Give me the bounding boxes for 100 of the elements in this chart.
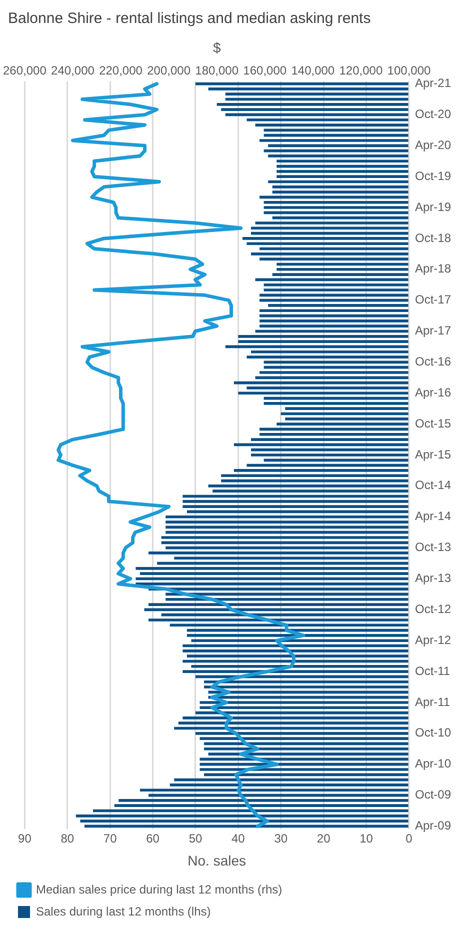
- y-tick-label: Oct-18: [414, 230, 452, 245]
- y-tick-label: Oct-11: [414, 664, 450, 678]
- y-tick-label: Oct-12: [414, 602, 452, 616]
- y-tick-label: Oct-10: [414, 726, 452, 740]
- bar: [250, 252, 408, 256]
- bar: [148, 618, 408, 622]
- y-tick-label: Apr-12: [414, 632, 452, 647]
- bar: [161, 536, 408, 539]
- y-tick-label: Oct-20: [414, 107, 452, 122]
- bar: [182, 505, 408, 508]
- x-axis-title: No. sales: [188, 852, 246, 868]
- bar: [200, 701, 408, 704]
- x2-tick-label: 260,000: [2, 63, 47, 78]
- bar: [272, 190, 408, 194]
- bar: [208, 752, 408, 756]
- y-tick-label: Apr-14: [414, 509, 452, 524]
- bar: [140, 788, 408, 792]
- bar: [264, 283, 408, 286]
- y-tick-label: Apr-20: [414, 138, 452, 152]
- bar: [260, 139, 408, 142]
- bar: [204, 686, 408, 688]
- bar: [195, 732, 408, 735]
- bar: [170, 624, 408, 627]
- x-tick-label: 20: [316, 831, 331, 846]
- y-tick-label: Oct-15: [414, 416, 452, 430]
- bar: [264, 366, 408, 369]
- bar: [285, 417, 408, 420]
- bar: [186, 654, 408, 658]
- bar: [186, 634, 408, 637]
- bar: [285, 407, 408, 410]
- bar: [80, 820, 408, 822]
- bar: [272, 185, 408, 188]
- bar: [208, 484, 408, 488]
- bar: [204, 747, 408, 750]
- bar: [174, 556, 408, 560]
- bar: [250, 454, 408, 456]
- bar: [136, 567, 408, 570]
- y-tick-label: Oct-17: [414, 292, 452, 307]
- bar: [166, 520, 408, 524]
- x2-tick-label: 180,000: [195, 63, 239, 78]
- bar: [76, 814, 408, 818]
- x-tick-label: 60: [146, 831, 160, 846]
- bar: [250, 438, 408, 441]
- y-tick-label: Apr-18: [414, 262, 452, 276]
- y-tick-label: Oct-19: [414, 168, 452, 183]
- bar: [212, 490, 408, 493]
- x2-tick-label: 100,000: [387, 63, 431, 78]
- bar: [234, 469, 408, 472]
- bar: [200, 762, 408, 766]
- y-tick-label: Apr-13: [414, 571, 452, 586]
- bar: [204, 773, 408, 776]
- bar: [225, 92, 408, 96]
- bar: [204, 680, 408, 684]
- bar: [191, 664, 408, 668]
- bar: [260, 258, 408, 260]
- bar: [276, 170, 408, 173]
- x-tick-label: 30: [274, 831, 288, 846]
- bar: [276, 160, 408, 163]
- bar: [268, 154, 408, 158]
- x-tick-label: 0: [406, 831, 413, 846]
- bar: [264, 134, 408, 137]
- x2-tick-label: 120,000: [339, 63, 383, 78]
- y-tick-label: Apr-21: [414, 76, 452, 90]
- bar: [264, 458, 408, 462]
- bar: [118, 799, 408, 802]
- bar: [200, 737, 408, 740]
- chart-title: Balonne Shire - rental listings and median asking rents: [8, 10, 371, 28]
- bar: [221, 108, 408, 111]
- bar: [260, 324, 408, 328]
- x-tick-label: 50: [188, 831, 202, 846]
- bar: [178, 722, 408, 725]
- legend-label: Median sales price during last 12 months (rhs): [36, 882, 282, 896]
- x-tick-label: 90: [18, 831, 32, 846]
- bar: [191, 639, 408, 642]
- y-tick-label: Apr-19: [414, 200, 452, 214]
- bar: [238, 392, 408, 395]
- bar: [246, 242, 408, 246]
- bar: [166, 598, 408, 601]
- y-tick-label: Apr-10: [414, 756, 452, 771]
- bar: [216, 102, 408, 106]
- bar: [182, 650, 408, 652]
- bar: [255, 376, 408, 380]
- bar: [136, 582, 408, 586]
- bar: [166, 515, 408, 518]
- y-tick-label: Apr-16: [414, 385, 452, 400]
- bar: [276, 175, 408, 178]
- x-tick-label: 80: [60, 831, 74, 846]
- bar: [238, 340, 408, 343]
- x2-tick-label: 200,000: [147, 63, 191, 78]
- bar: [182, 670, 408, 673]
- bar: [276, 268, 408, 271]
- bar: [148, 588, 408, 590]
- bar: [264, 200, 408, 204]
- bar: [221, 474, 408, 478]
- x-tick-label: 10: [360, 831, 374, 846]
- x2-axis-title: $: [212, 39, 221, 56]
- x2-tick-label: 240,000: [51, 63, 95, 78]
- bar: [264, 288, 408, 292]
- bar: [140, 572, 408, 576]
- bar: [238, 335, 408, 338]
